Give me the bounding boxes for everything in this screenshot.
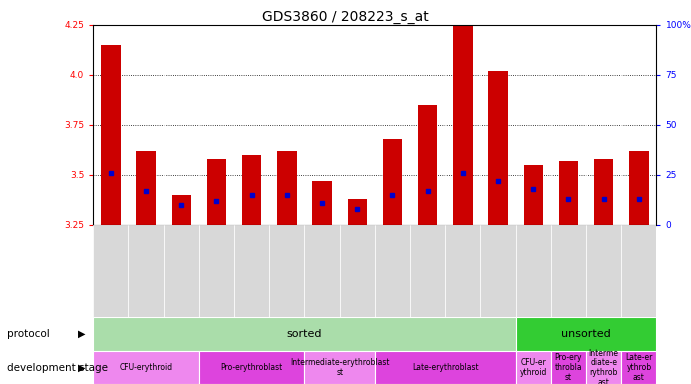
Bar (93, 351, 199, 384)
Bar (375, 225, 410, 317)
Bar (340, 225, 375, 317)
Bar (480, 225, 515, 317)
Bar (164, 225, 199, 317)
Bar (101, 45, 120, 225)
Text: unsorted: unsorted (561, 329, 611, 339)
Text: Interme
diate-e
rythrob
ast: Interme diate-e rythrob ast (589, 349, 618, 384)
Bar (621, 351, 656, 384)
Bar (93, 225, 129, 317)
Bar (348, 199, 367, 225)
Bar (489, 71, 508, 225)
Bar (234, 225, 269, 317)
Text: Pro-erythroblast: Pro-erythroblast (220, 363, 283, 372)
Bar (199, 351, 305, 384)
Bar (594, 159, 614, 225)
Bar (277, 151, 296, 225)
Bar (269, 225, 305, 317)
Text: protocol: protocol (7, 329, 50, 339)
Bar (453, 23, 473, 225)
Bar (586, 351, 621, 384)
Text: Intermediate-erythroblast
st: Intermediate-erythroblast st (290, 358, 390, 377)
Bar (621, 225, 656, 317)
Bar (199, 225, 234, 317)
Bar (551, 351, 586, 384)
Bar (410, 225, 445, 317)
Bar (515, 225, 551, 317)
Text: Late-er
ythrob
ast: Late-er ythrob ast (625, 354, 652, 382)
Bar (551, 225, 586, 317)
Text: GDS3860 / 208223_s_at: GDS3860 / 208223_s_at (262, 10, 429, 23)
Bar (630, 151, 649, 225)
Bar (305, 351, 375, 384)
Bar (136, 151, 155, 225)
Bar (242, 155, 261, 225)
Text: CFU-er
ythroid: CFU-er ythroid (520, 358, 547, 377)
Bar (418, 105, 437, 225)
Bar (129, 225, 164, 317)
Text: ▶: ▶ (78, 362, 85, 373)
Text: ▶: ▶ (78, 329, 85, 339)
Bar (375, 351, 515, 384)
Bar (524, 165, 543, 225)
Text: Pro-ery
throbla
st: Pro-ery throbla st (555, 354, 583, 382)
Bar (445, 225, 480, 317)
Bar (312, 181, 332, 225)
Bar (515, 317, 656, 351)
Bar (207, 159, 226, 225)
Bar (586, 225, 621, 317)
Bar (515, 351, 551, 384)
Bar (93, 317, 515, 351)
Text: CFU-erythroid: CFU-erythroid (120, 363, 173, 372)
Text: sorted: sorted (287, 329, 322, 339)
Text: development stage: development stage (7, 362, 108, 373)
Bar (305, 225, 340, 317)
Bar (171, 195, 191, 225)
Text: Late-erythroblast: Late-erythroblast (412, 363, 479, 372)
Bar (559, 161, 578, 225)
Bar (383, 139, 402, 225)
